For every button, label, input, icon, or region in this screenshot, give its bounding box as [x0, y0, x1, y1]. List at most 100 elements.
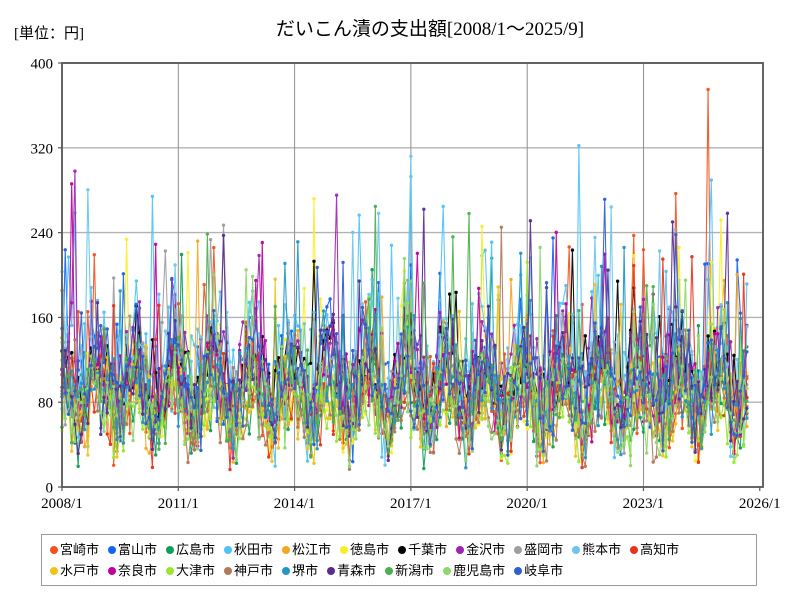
- series-marker: [315, 447, 319, 451]
- series-marker: [457, 436, 462, 440]
- legend-item-新潟市[interactable]: 新潟市: [385, 564, 434, 577]
- series-marker: [82, 413, 87, 417]
- series-marker: [435, 437, 439, 442]
- series-marker: [593, 321, 597, 325]
- series-marker: [121, 441, 126, 445]
- series-marker: [228, 467, 232, 472]
- series-marker: [86, 367, 90, 372]
- series-marker: [276, 323, 281, 328]
- series-marker: [554, 390, 558, 394]
- series-marker: [405, 410, 410, 414]
- legend-item-堺市[interactable]: 堺市: [282, 564, 318, 577]
- series-marker: [212, 385, 216, 389]
- series-marker: [483, 390, 487, 395]
- series-marker: [606, 388, 610, 393]
- series-marker: [561, 396, 565, 401]
- series-marker: [218, 339, 222, 343]
- series-marker: [638, 407, 642, 411]
- legend-item-奈良市[interactable]: 奈良市: [108, 564, 157, 577]
- series-marker: [208, 238, 213, 242]
- series-marker: [389, 395, 394, 399]
- series-marker: [493, 409, 497, 414]
- legend-item-富山市[interactable]: 富山市: [108, 543, 157, 556]
- series-marker: [92, 253, 97, 257]
- series-marker: [163, 329, 168, 333]
- series-marker: [160, 434, 164, 438]
- legend-item-大津市[interactable]: 大津市: [166, 564, 215, 577]
- legend-item-水戸市[interactable]: 水戸市: [50, 564, 99, 577]
- legend-item-千葉市[interactable]: 千葉市: [398, 543, 447, 556]
- series-marker: [431, 402, 436, 406]
- legend-item-青森市[interactable]: 青森市: [327, 564, 376, 577]
- legend-item-label: 水戸市: [60, 563, 100, 578]
- series-marker: [299, 383, 303, 387]
- series-marker: [63, 248, 67, 252]
- series-marker: [719, 401, 723, 406]
- series-marker: [489, 409, 494, 414]
- series-marker: [493, 431, 497, 436]
- series-marker: [470, 446, 474, 451]
- series-marker: [716, 332, 720, 336]
- series-marker: [719, 302, 723, 307]
- series-marker: [677, 337, 681, 342]
- legend-item-徳島市[interactable]: 徳島市: [340, 543, 389, 556]
- series-marker: [173, 346, 177, 351]
- series-marker: [296, 328, 300, 333]
- y-axis-tick-label: 240: [31, 226, 54, 242]
- series-marker: [402, 400, 407, 404]
- series-marker: [360, 302, 365, 306]
- series-marker: [473, 338, 478, 343]
- series-marker: [677, 397, 681, 401]
- series-marker: [179, 358, 184, 362]
- series-marker: [99, 324, 103, 328]
- series-marker: [286, 423, 290, 427]
- series-marker: [286, 418, 290, 422]
- series-marker: [635, 431, 639, 436]
- series-marker: [561, 301, 565, 306]
- series-marker: [519, 347, 523, 351]
- series-marker: [338, 434, 342, 438]
- series-marker: [105, 432, 109, 436]
- series-marker: [118, 289, 122, 293]
- legend-item-神戸市[interactable]: 神戸市: [224, 564, 273, 577]
- series-marker: [499, 433, 504, 437]
- legend-item-秋田市[interactable]: 秋田市: [224, 543, 273, 556]
- chart-legend: 宮崎市 富山市 広島市 秋田市 松江市 徳島市 千葉市 金沢市 盛岡市 熊本市 高知市 水戸市 奈良市…: [41, 534, 757, 586]
- series-marker: [267, 403, 271, 408]
- series-marker: [244, 325, 248, 329]
- series-marker: [289, 388, 294, 392]
- series-marker: [564, 364, 568, 368]
- series-marker: [615, 333, 620, 338]
- legend-item-鹿児島市[interactable]: 鹿児島市: [443, 564, 505, 577]
- series-marker: [215, 419, 219, 424]
- legend-item-盛岡市[interactable]: 盛岡市: [514, 543, 563, 556]
- series-marker: [76, 435, 80, 440]
- series-marker: [347, 360, 352, 364]
- legend-item-金沢市[interactable]: 金沢市: [456, 543, 505, 556]
- legend-item-熊本市[interactable]: 熊本市: [572, 543, 621, 556]
- legend-item-広島市[interactable]: 広島市: [166, 543, 215, 556]
- series-marker: [270, 459, 274, 464]
- series-marker: [263, 357, 268, 362]
- series-marker: [212, 308, 216, 313]
- series-marker: [105, 411, 109, 415]
- series-marker: [661, 449, 665, 453]
- series-marker: [622, 451, 626, 455]
- legend-marker-icon: [224, 545, 233, 554]
- legend-item-岐阜市[interactable]: 岐阜市: [514, 564, 563, 577]
- legend-item-松江市[interactable]: 松江市: [282, 543, 331, 556]
- series-marker: [732, 432, 736, 436]
- legend-item-label: 大津市: [176, 563, 216, 578]
- series-marker: [367, 348, 371, 352]
- series-marker: [386, 409, 390, 413]
- series-marker: [418, 361, 423, 365]
- series-marker: [554, 438, 558, 442]
- legend-item-高知市[interactable]: 高知市: [630, 543, 679, 556]
- series-marker: [709, 178, 714, 182]
- series-marker: [447, 292, 452, 296]
- series-marker: [147, 379, 151, 383]
- legend-item-宮崎市[interactable]: 宮崎市: [50, 543, 99, 556]
- series-marker: [725, 405, 730, 410]
- series-marker: [205, 232, 210, 236]
- series-marker: [267, 455, 271, 459]
